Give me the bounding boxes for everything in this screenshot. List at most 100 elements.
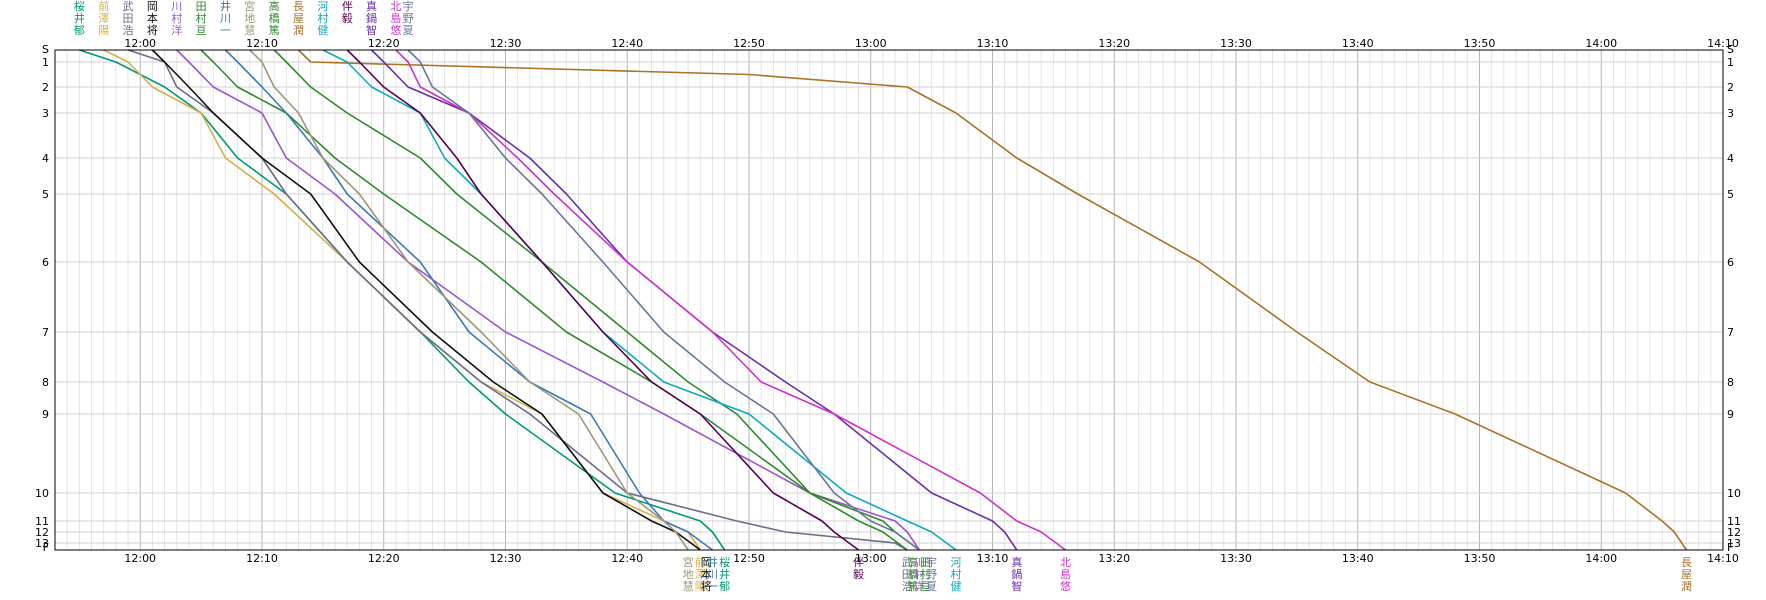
bottom-runner-labels: 宮地慧前澤陽岡本将井川一桜井郁伴毅武田浩高橋篤川村洋田村亘宇野夏河村健真鍋智北島… — [683, 555, 1692, 593]
series-line — [395, 49, 1066, 551]
top-runner-label: 澤 — [98, 12, 109, 25]
top-runner-label: 北 — [390, 0, 401, 13]
bottom-runner-label: 桜 — [719, 555, 730, 569]
y-tick-label-left: 7 — [42, 326, 49, 339]
y-tick-label-right: 5 — [1727, 188, 1734, 201]
x-tick-label-bottom: 13:20 — [1098, 552, 1130, 565]
bottom-runner-label: 一 — [707, 580, 718, 593]
y-tick-label-left: 8 — [42, 376, 49, 389]
x-tick-label-bottom: 13:50 — [1464, 552, 1496, 565]
bottom-runner-label: 本 — [701, 567, 712, 581]
bottom-runner-label: 橋 — [908, 567, 919, 581]
top-runner-label: 村 — [317, 11, 328, 25]
x-tick-label-top: 12:30 — [490, 37, 522, 50]
bottom-runner-label: 宇 — [926, 556, 937, 569]
x-tick-label-top: 12:10 — [246, 37, 278, 50]
bottom-runner-label: 村 — [950, 567, 961, 581]
y-tick-label-right: 12 — [1727, 526, 1741, 539]
bottom-runner-label: 将 — [701, 580, 712, 593]
bottom-runner-label: 鍋 — [1011, 567, 1022, 581]
top-runner-label: 慧 — [244, 23, 255, 37]
x-tick-label-bottom: 12:50 — [733, 552, 765, 565]
x-tick-label-top: 13:30 — [1220, 37, 1252, 50]
y-tick-label-right: 9 — [1727, 408, 1734, 421]
x-tick-label-top: 12:50 — [733, 37, 765, 50]
top-runner-label: 桜 — [74, 0, 85, 13]
x-tick-label-bottom: 13:30 — [1220, 552, 1252, 565]
bottom-runner-label: 田 — [902, 568, 913, 581]
bottom-runner-label: 屋 — [1681, 568, 1692, 581]
bottom-runner-label: 慧 — [683, 579, 694, 593]
top-runner-label: 宮 — [244, 0, 255, 13]
bottom-runner-label: 悠 — [1060, 579, 1071, 593]
series-line — [249, 49, 689, 551]
top-runner-label: 潤 — [293, 24, 304, 37]
top-runner-label: 田 — [123, 12, 134, 25]
top-runner-label: 島 — [390, 11, 401, 25]
y-tick-label-left: 6 — [42, 256, 49, 269]
bottom-runner-label: 武 — [902, 556, 913, 569]
x-tick-label-top: 13:20 — [1098, 37, 1130, 50]
bottom-runner-label: 夏 — [926, 580, 937, 593]
top-runner-label: 浩 — [123, 24, 134, 37]
top-runner-label: 田 — [196, 0, 207, 13]
top-runner-label: 鍋 — [366, 11, 377, 25]
top-runner-label: 地 — [244, 12, 255, 25]
plot-frame — [54, 49, 1724, 551]
x-tick-label-top: 14:00 — [1585, 37, 1617, 50]
top-runner-label: 篤 — [269, 23, 280, 37]
bottom-runner-label: 郁 — [719, 579, 730, 593]
bottom-runner-label: 岡 — [701, 556, 712, 569]
y-tick-label-left: 3 — [42, 107, 49, 120]
top-runner-label: 夏 — [403, 24, 414, 37]
y-tick-label-left: F — [43, 541, 49, 554]
y-tick-label-left: 2 — [42, 81, 49, 94]
y-tick-label-right: 6 — [1727, 256, 1734, 269]
top-runner-label: 伴 — [342, 0, 353, 13]
top-runner-label: 亘 — [196, 24, 207, 37]
y-tick-label-left: S — [42, 43, 49, 56]
bottom-runner-label: 伴 — [853, 556, 864, 569]
x-tick-label-bottom: 12:20 — [368, 552, 400, 565]
bottom-runner-label: 河 — [950, 556, 961, 569]
y-tick-label-right: 2 — [1727, 81, 1734, 94]
y-tick-label-left: 11 — [35, 515, 49, 528]
top-runner-label: 前 — [98, 0, 109, 13]
y-tick-label-right: 10 — [1727, 487, 1741, 500]
bottom-runner-label: 毅 — [853, 567, 864, 581]
grid-minor — [54, 50, 1712, 550]
bottom-runner-label: 田 — [920, 556, 931, 569]
bottom-runner-label: 智 — [1011, 579, 1022, 593]
bottom-runner-label: 浩 — [902, 580, 913, 593]
series-line — [176, 49, 921, 551]
y-tick-label-left: 5 — [42, 188, 49, 201]
top-runner-label: 将 — [147, 24, 158, 37]
y-tick-label-left: 1 — [42, 56, 49, 69]
x-tick-label-top: 14:10 — [1707, 37, 1739, 50]
top-runner-label: 屋 — [293, 12, 304, 25]
y-tick-label-right: 3 — [1727, 107, 1734, 120]
top-runner-label: 河 — [317, 0, 328, 13]
top-runner-label: 井 — [220, 0, 231, 13]
top-runner-label: 武 — [123, 0, 134, 13]
bottom-runner-label: 北 — [1060, 556, 1071, 569]
x-tick-label-bottom: 12:00 — [124, 552, 156, 565]
x-axis-ticks: 12:00 12:00 12:10 12:10 12:20 12:20 12:30 12:30… — [124, 37, 1738, 565]
top-runner-label: 村 — [196, 11, 207, 25]
x-tick-label-top: 12:00 — [124, 37, 156, 50]
top-runner-label: 洋 — [171, 23, 182, 37]
y-tick-label-left: 13 — [35, 537, 49, 550]
x-tick-label-top: 13:00 — [855, 37, 887, 50]
top-runner-label: 川 — [220, 12, 231, 25]
top-runner-label: 岡 — [147, 0, 158, 13]
bottom-runner-label: 宮 — [683, 555, 694, 569]
bottom-runner-label: 高 — [908, 555, 919, 569]
y-tick-label-right: 4 — [1727, 152, 1734, 165]
bottom-runner-label: 真 — [1011, 555, 1022, 569]
x-tick-label-bottom: 14:00 — [1585, 552, 1617, 565]
series-lines — [79, 49, 1688, 551]
bottom-runner-label: 篤 — [908, 579, 919, 593]
top-runner-label: 長 — [293, 0, 304, 13]
